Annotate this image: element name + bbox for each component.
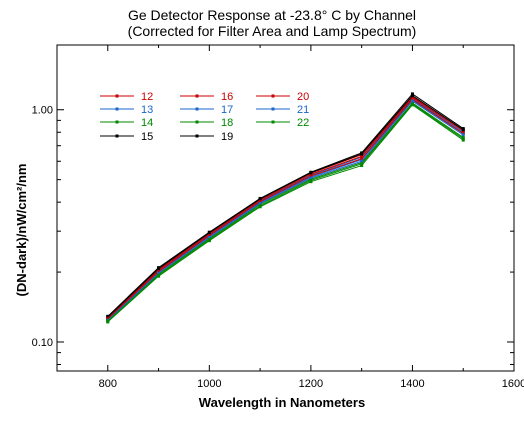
data-point-20 <box>410 97 414 101</box>
data-point-21 <box>461 133 465 137</box>
data-point-14 <box>360 164 364 168</box>
data-point-21 <box>258 201 262 205</box>
data-point-20 <box>106 317 110 321</box>
data-point-22 <box>309 178 313 182</box>
data-point-21 <box>410 99 414 103</box>
legend-label-17: 17 <box>221 104 233 116</box>
data-point-21 <box>207 235 211 239</box>
legend-marker-15 <box>115 134 119 138</box>
data-point-19 <box>461 128 465 132</box>
legend-label-16: 16 <box>221 91 233 103</box>
data-point-20 <box>360 157 364 161</box>
series-line-16 <box>107 96 464 319</box>
y-axis-label: (DN-dark)/nW/cm²/nm <box>14 164 29 297</box>
x-tick-label: 1400 <box>400 378 424 390</box>
data-point-21 <box>309 176 313 180</box>
plot-frame <box>56 44 515 372</box>
series-line-18 <box>107 102 464 321</box>
data-point-22 <box>207 238 211 242</box>
data-point-20 <box>309 174 313 178</box>
data-point-22 <box>258 204 262 208</box>
y-tick-label: 0.10 <box>32 337 53 349</box>
legend-label-20: 20 <box>297 91 309 103</box>
legend-marker-13 <box>115 107 119 111</box>
x-axis-ticks: 800 1000 1200 1400 1600 <box>56 45 524 390</box>
data-point-19 <box>106 315 110 319</box>
data-point-20 <box>258 200 262 204</box>
legend-label-15: 15 <box>141 131 153 143</box>
legend-label-21: 21 <box>297 104 309 116</box>
series-line-14 <box>107 104 464 323</box>
data-point-22 <box>106 319 110 323</box>
data-point-22 <box>461 137 465 141</box>
legend-label-14: 14 <box>141 117 153 129</box>
data-point-22 <box>410 102 414 106</box>
legend-marker-21 <box>271 107 275 111</box>
series-line-20 <box>107 98 464 320</box>
data-point-19 <box>410 94 414 98</box>
x-axis-label: Wavelength in Nanometers <box>199 395 365 410</box>
series-layer <box>106 92 465 324</box>
chart-subtitle: (Corrected for Filter Area and Lamp Spec… <box>128 23 417 39</box>
legend-label-18: 18 <box>221 117 233 129</box>
data-point-19 <box>157 267 161 271</box>
data-point-22 <box>360 162 364 166</box>
data-point-22 <box>157 273 161 277</box>
data-point-19 <box>207 231 211 235</box>
x-tick-label: 1200 <box>299 378 323 390</box>
data-point-19 <box>258 197 262 201</box>
legend-marker-22 <box>271 120 275 124</box>
legend-label-22: 22 <box>297 117 309 129</box>
data-point-16 <box>309 172 313 176</box>
legend-label-19: 19 <box>221 131 233 143</box>
series-line-15 <box>107 93 464 317</box>
series-line-22 <box>107 103 464 322</box>
legend-marker-19 <box>195 134 199 138</box>
legend-label-12: 12 <box>141 91 153 103</box>
series-line-12 <box>107 95 464 318</box>
series-line-13 <box>107 97 464 320</box>
x-tick-label: 1600 <box>502 378 524 390</box>
legend-marker-16 <box>195 94 199 98</box>
data-point-20 <box>157 270 161 274</box>
legend-marker-18 <box>195 120 199 124</box>
series-line-19 <box>107 94 464 318</box>
y-tick-label: 1.00 <box>32 105 53 117</box>
y-axis-ticks: 0.10 1.00 <box>32 105 514 365</box>
legend-marker-12 <box>115 94 119 98</box>
data-point-19 <box>309 171 313 175</box>
legend-label-13: 13 <box>141 104 153 116</box>
data-point-16 <box>410 95 414 99</box>
x-tick-label: 1000 <box>197 378 221 390</box>
series-line-17 <box>107 99 464 320</box>
data-point-21 <box>157 271 161 275</box>
chart-title: Ge Detector Response at -23.8° C by Chan… <box>128 7 416 23</box>
data-point-15 <box>410 92 414 96</box>
data-point-20 <box>207 234 211 238</box>
legend-marker-17 <box>195 107 199 111</box>
data-point-19 <box>360 152 364 156</box>
legend-marker-20 <box>271 94 275 98</box>
x-tick-label: 800 <box>99 378 117 390</box>
data-point-16 <box>360 154 364 158</box>
legend-marker-14 <box>115 120 119 124</box>
series-line-21 <box>107 100 464 321</box>
data-point-21 <box>360 159 364 163</box>
